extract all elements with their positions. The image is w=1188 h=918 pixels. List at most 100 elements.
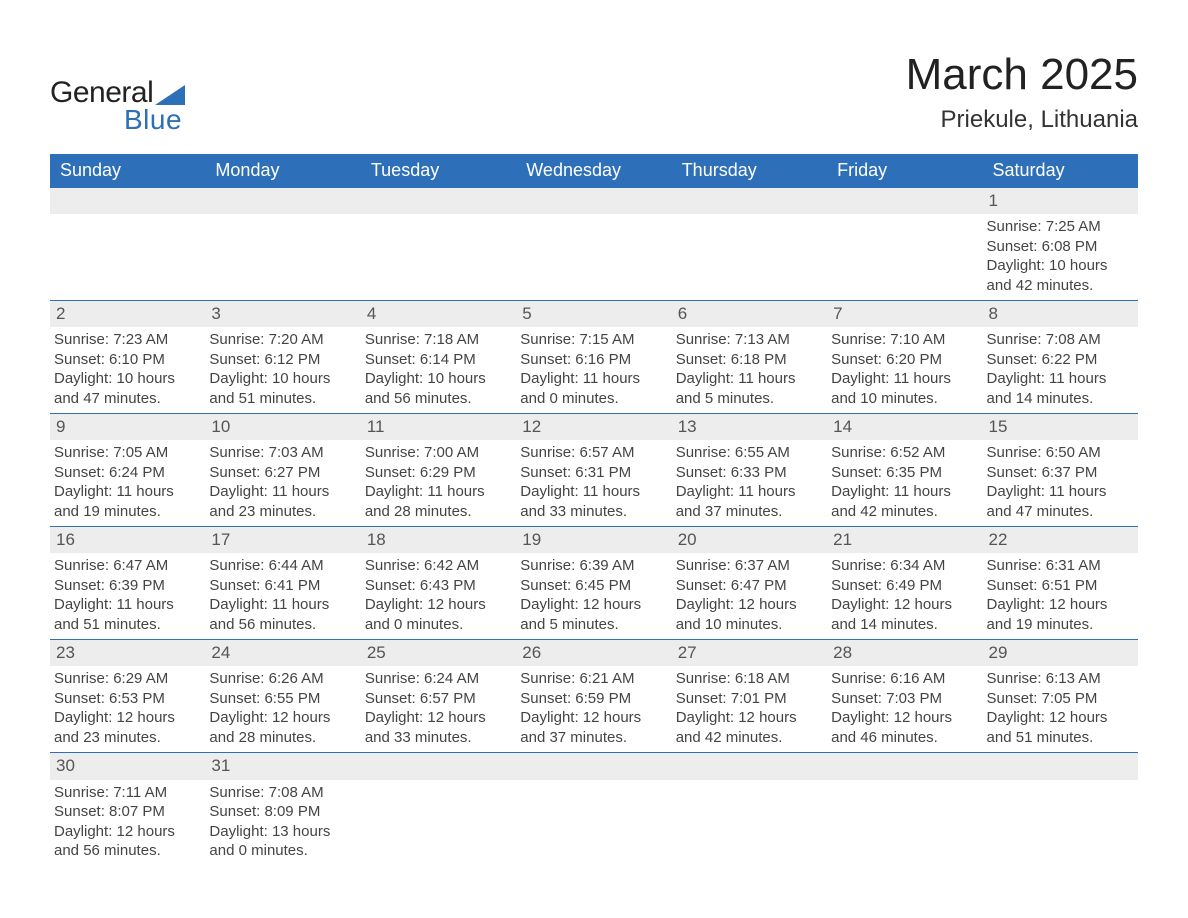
- day-number: 6: [672, 301, 827, 327]
- sunset-line: Sunset: 6:47 PM: [676, 576, 823, 596]
- day-body: Sunrise: 7:18 AMSunset: 6:14 PMDaylight:…: [361, 327, 516, 413]
- day-num-cell: 18: [361, 527, 516, 554]
- sunrise-line: Sunrise: 6:47 AM: [54, 556, 201, 576]
- week-content-row: Sunrise: 6:47 AMSunset: 6:39 PMDaylight:…: [50, 553, 1138, 640]
- sunrise-line: Sunrise: 7:05 AM: [54, 443, 201, 463]
- day-cell: Sunrise: 6:13 AMSunset: 7:05 PMDaylight:…: [983, 666, 1138, 753]
- day-number: 19: [516, 527, 671, 553]
- sunset-line: Sunset: 6:43 PM: [365, 576, 512, 596]
- day-body: Sunrise: 6:13 AMSunset: 7:05 PMDaylight:…: [983, 666, 1138, 752]
- daylight-line: Daylight: 12 hours and 0 minutes.: [365, 595, 512, 634]
- week-daynum-row: 16171819202122: [50, 527, 1138, 554]
- day-cell: Sunrise: 7:05 AMSunset: 6:24 PMDaylight:…: [50, 440, 205, 527]
- day-body: Sunrise: 6:55 AMSunset: 6:33 PMDaylight:…: [672, 440, 827, 526]
- sunrise-line: Sunrise: 6:39 AM: [520, 556, 667, 576]
- day-cell: Sunrise: 7:13 AMSunset: 6:18 PMDaylight:…: [672, 327, 827, 414]
- day-body: Sunrise: 6:26 AMSunset: 6:55 PMDaylight:…: [205, 666, 360, 752]
- daylight-line: Daylight: 12 hours and 42 minutes.: [676, 708, 823, 747]
- day-body: Sunrise: 6:47 AMSunset: 6:39 PMDaylight:…: [50, 553, 205, 639]
- empty-daynum-cell: [827, 188, 982, 214]
- day-number: [516, 188, 671, 214]
- day-num-cell: 3: [205, 301, 360, 328]
- day-num-cell: 19: [516, 527, 671, 554]
- empty-daynum-cell: [361, 753, 516, 780]
- day-header: Monday: [205, 154, 360, 188]
- day-body: Sunrise: 6:31 AMSunset: 6:51 PMDaylight:…: [983, 553, 1138, 639]
- day-cell: Sunrise: 7:08 AMSunset: 6:22 PMDaylight:…: [983, 327, 1138, 414]
- day-number: 24: [205, 640, 360, 666]
- calendar-body: 1Sunrise: 7:25 AMSunset: 6:08 PMDaylight…: [50, 188, 1138, 866]
- sunrise-line: Sunrise: 7:00 AM: [365, 443, 512, 463]
- daylight-line: Daylight: 12 hours and 28 minutes.: [209, 708, 356, 747]
- sunrise-line: Sunrise: 6:31 AM: [987, 556, 1134, 576]
- empty-cell: [205, 214, 360, 301]
- sunrise-line: Sunrise: 7:08 AM: [209, 783, 356, 803]
- empty-daynum-cell: [516, 188, 671, 214]
- sunset-line: Sunset: 8:07 PM: [54, 802, 201, 822]
- day-number: 20: [672, 527, 827, 553]
- sunrise-line: Sunrise: 7:13 AM: [676, 330, 823, 350]
- daylight-line: Daylight: 11 hours and 14 minutes.: [987, 369, 1134, 408]
- day-number: 7: [827, 301, 982, 327]
- empty-daynum-cell: [361, 188, 516, 214]
- day-cell: Sunrise: 6:52 AMSunset: 6:35 PMDaylight:…: [827, 440, 982, 527]
- sunrise-line: Sunrise: 6:52 AM: [831, 443, 978, 463]
- sunset-line: Sunset: 6:29 PM: [365, 463, 512, 483]
- day-cell: Sunrise: 6:50 AMSunset: 6:37 PMDaylight:…: [983, 440, 1138, 527]
- day-number: 27: [672, 640, 827, 666]
- sunset-line: Sunset: 6:18 PM: [676, 350, 823, 370]
- daylight-line: Daylight: 10 hours and 56 minutes.: [365, 369, 512, 408]
- day-body: Sunrise: 7:00 AMSunset: 6:29 PMDaylight:…: [361, 440, 516, 526]
- empty-daynum-cell: [516, 753, 671, 780]
- sunrise-line: Sunrise: 6:13 AM: [987, 669, 1134, 689]
- day-cell: Sunrise: 7:23 AMSunset: 6:10 PMDaylight:…: [50, 327, 205, 414]
- day-cell: Sunrise: 6:29 AMSunset: 6:53 PMDaylight:…: [50, 666, 205, 753]
- day-body: Sunrise: 7:05 AMSunset: 6:24 PMDaylight:…: [50, 440, 205, 526]
- empty-cell: [516, 214, 671, 301]
- day-number: [516, 753, 671, 779]
- daylight-line: Daylight: 11 hours and 51 minutes.: [54, 595, 201, 634]
- day-cell: Sunrise: 7:08 AMSunset: 8:09 PMDaylight:…: [205, 780, 360, 866]
- empty-cell: [516, 780, 671, 866]
- week-daynum-row: 23242526272829: [50, 640, 1138, 667]
- sunrise-line: Sunrise: 6:57 AM: [520, 443, 667, 463]
- day-cell: Sunrise: 7:11 AMSunset: 8:07 PMDaylight:…: [50, 780, 205, 866]
- day-body: Sunrise: 6:39 AMSunset: 6:45 PMDaylight:…: [516, 553, 671, 639]
- sunset-line: Sunset: 6:57 PM: [365, 689, 512, 709]
- day-number: 28: [827, 640, 982, 666]
- sunrise-line: Sunrise: 7:03 AM: [209, 443, 356, 463]
- daylight-line: Daylight: 12 hours and 37 minutes.: [520, 708, 667, 747]
- daylight-line: Daylight: 12 hours and 56 minutes.: [54, 822, 201, 861]
- day-cell: Sunrise: 6:42 AMSunset: 6:43 PMDaylight:…: [361, 553, 516, 640]
- day-num-cell: 8: [983, 301, 1138, 328]
- day-body: Sunrise: 7:03 AMSunset: 6:27 PMDaylight:…: [205, 440, 360, 526]
- day-cell: Sunrise: 7:10 AMSunset: 6:20 PMDaylight:…: [827, 327, 982, 414]
- calendar-table: SundayMondayTuesdayWednesdayThursdayFrid…: [50, 154, 1138, 866]
- day-num-cell: 30: [50, 753, 205, 780]
- day-body: Sunrise: 7:25 AMSunset: 6:08 PMDaylight:…: [983, 214, 1138, 300]
- day-number: 12: [516, 414, 671, 440]
- daylight-line: Daylight: 12 hours and 5 minutes.: [520, 595, 667, 634]
- sunset-line: Sunset: 6:37 PM: [987, 463, 1134, 483]
- day-cell: Sunrise: 6:44 AMSunset: 6:41 PMDaylight:…: [205, 553, 360, 640]
- empty-cell: [672, 780, 827, 866]
- day-number: 4: [361, 301, 516, 327]
- daylight-line: Daylight: 11 hours and 37 minutes.: [676, 482, 823, 521]
- daylight-line: Daylight: 11 hours and 0 minutes.: [520, 369, 667, 408]
- day-number: 5: [516, 301, 671, 327]
- week-daynum-row: 9101112131415: [50, 414, 1138, 441]
- day-number: 23: [50, 640, 205, 666]
- day-num-cell: 2: [50, 301, 205, 328]
- sunrise-line: Sunrise: 7:10 AM: [831, 330, 978, 350]
- sunrise-line: Sunrise: 6:16 AM: [831, 669, 978, 689]
- week-content-row: Sunrise: 6:29 AMSunset: 6:53 PMDaylight:…: [50, 666, 1138, 753]
- daylight-line: Daylight: 10 hours and 51 minutes.: [209, 369, 356, 408]
- sunset-line: Sunset: 6:27 PM: [209, 463, 356, 483]
- day-num-cell: 24: [205, 640, 360, 667]
- week-content-row: Sunrise: 7:25 AMSunset: 6:08 PMDaylight:…: [50, 214, 1138, 301]
- day-number: 30: [50, 753, 205, 779]
- day-number: [361, 753, 516, 779]
- sunset-line: Sunset: 6:41 PM: [209, 576, 356, 596]
- sunset-line: Sunset: 6:51 PM: [987, 576, 1134, 596]
- sunset-line: Sunset: 6:31 PM: [520, 463, 667, 483]
